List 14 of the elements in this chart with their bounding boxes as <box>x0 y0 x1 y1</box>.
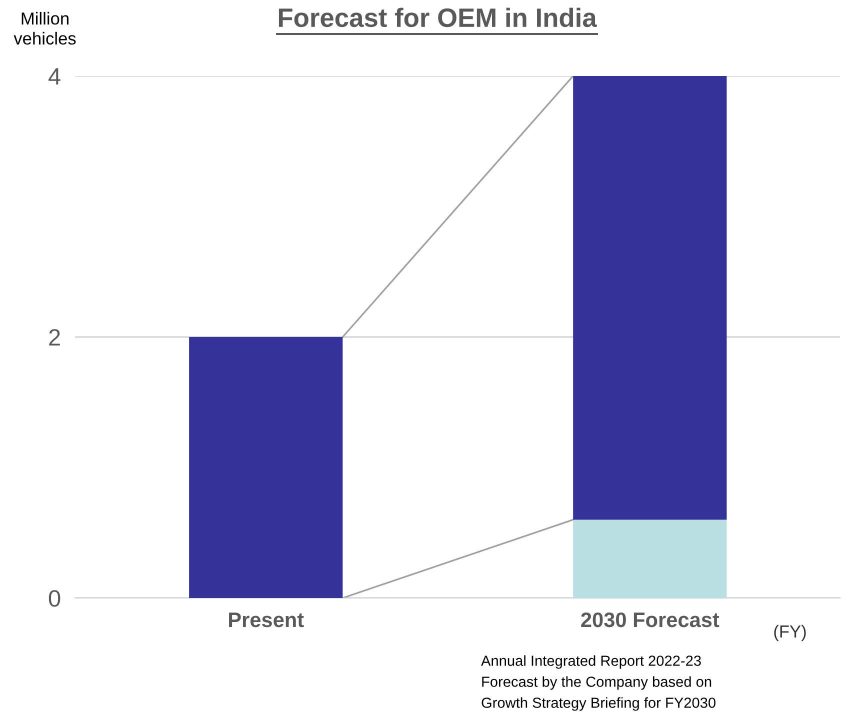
y-tick-label: 4 <box>48 68 60 85</box>
bar <box>189 337 343 598</box>
text: Annual Integrated Report 2022-23 <box>481 655 701 669</box>
y-tick-label: 0 <box>48 590 60 607</box>
chart-title: Forecast for OEM in India <box>278 8 597 28</box>
y-tick-label: 2 <box>49 329 60 346</box>
x-tick-label: 2030 Forecast <box>581 612 720 628</box>
x-tick-label: Present <box>229 612 304 628</box>
bar <box>573 76 727 520</box>
bar <box>573 520 727 598</box>
text: Forecast by the Company based on <box>482 676 712 690</box>
text: (FY) <box>774 624 806 642</box>
y-axis-title: Million vehicles <box>14 12 76 45</box>
text: Growth Strategy Briefing for FY2030 <box>482 697 716 711</box>
